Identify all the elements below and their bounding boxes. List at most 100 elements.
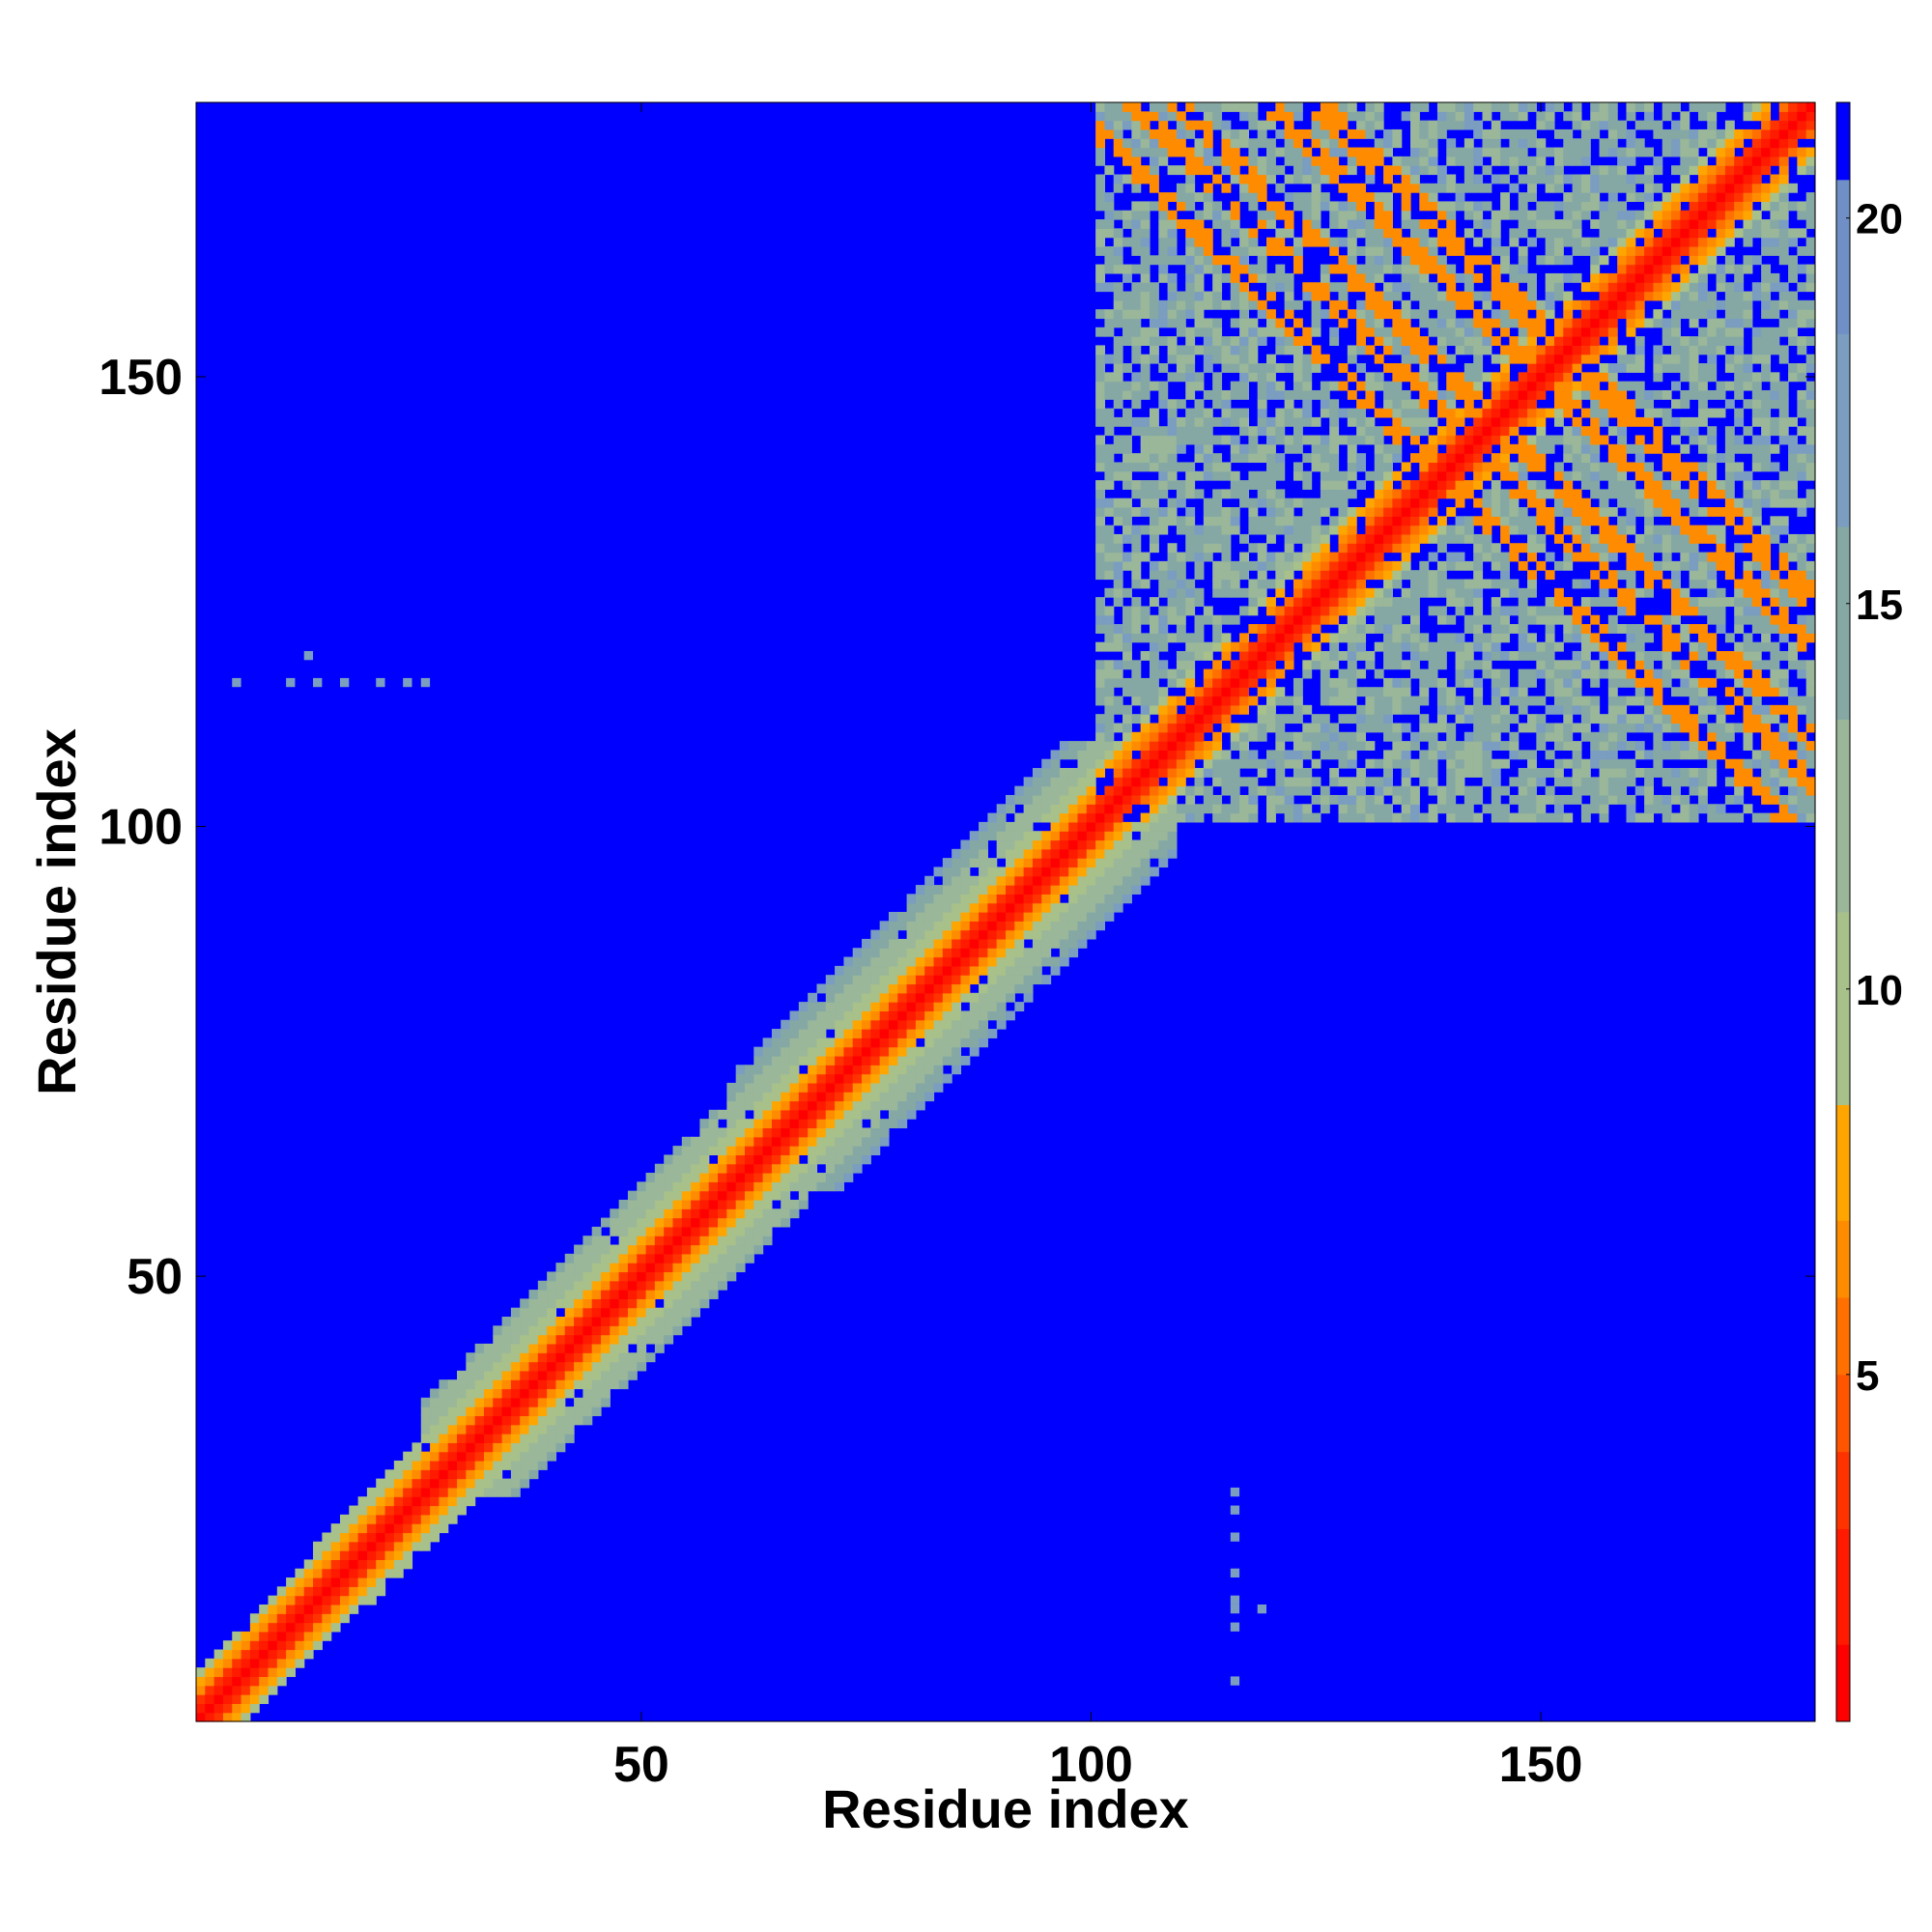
heatmap-cell [564,1406,575,1417]
heatmap-cell [582,1236,593,1246]
heatmap-cell [1410,147,1420,157]
heatmap-cell [1122,650,1132,661]
heatmap-cell [1122,507,1132,517]
heatmap-cell [330,1559,341,1570]
heatmap-cell [1455,533,1465,544]
heatmap-cell [1113,435,1123,445]
heatmap-cell [789,1046,800,1057]
heatmap-cell [969,1002,980,1012]
heatmap-cell [1140,677,1151,688]
heatmap-cell [1050,921,1061,931]
heatmap-cell [1419,318,1430,328]
heatmap-cell [1374,309,1384,320]
heatmap-cell [1006,885,1015,895]
heatmap-cell [1545,570,1555,581]
heatmap-cell [1167,768,1178,778]
heatmap-cell [330,1523,341,1534]
heatmap-cell [1239,723,1249,733]
heatmap-cell [1248,426,1259,437]
heatmap-cell [1383,255,1393,266]
heatmap-cell [1239,336,1249,346]
heatmap-cell [313,1577,323,1587]
heatmap-cell [1545,435,1555,445]
heatmap-cell [1006,858,1015,868]
heatmap-cell [493,1334,503,1345]
heatmap-cell [474,1424,485,1435]
heatmap-cell [862,1002,871,1012]
heatmap-cell [1491,606,1501,616]
heatmap-cell [1436,560,1447,571]
heatmap-cell [1221,299,1232,310]
heatmap-cell [1419,777,1430,787]
heatmap-cell [1086,821,1096,832]
heatmap-cell [1077,885,1088,895]
heatmap-cell [357,1541,368,1551]
heatmap-cell [1410,156,1420,166]
heatmap-cell [1436,525,1447,535]
heatmap-cell [762,1046,773,1057]
heatmap-cell [906,894,917,904]
heatmap-cell [1455,345,1465,355]
heatmap-cell [205,1703,215,1714]
heatmap-cell [1149,543,1159,554]
heatmap-cell [1455,516,1465,526]
heatmap-cell [1239,668,1249,679]
heatmap-cell [1293,363,1303,373]
heatmap-cell [1311,606,1321,616]
heatmap-cell [1536,741,1547,751]
heatmap-cell [1428,291,1438,301]
heatmap-cell [1113,372,1123,383]
heatmap-cell [1553,758,1564,769]
heatmap-cell [952,1002,962,1012]
heatmap-cell [1347,614,1357,625]
heatmap-cell [843,1154,854,1165]
heatmap-cell [610,1379,620,1390]
heatmap-cell [852,992,863,1003]
heatmap-cell [430,1505,440,1516]
heatmap-cell [1536,299,1547,310]
heatmap-cell [1194,165,1205,176]
heatmap-cell [1140,489,1151,499]
heatmap-cell [1500,497,1511,508]
heatmap-cell [699,1217,710,1228]
heatmap-cell [1518,704,1528,715]
heatmap-cell [1365,228,1376,239]
heatmap-cell [1356,128,1367,139]
heatmap-cell [1455,489,1465,499]
heatmap-cell [1113,704,1123,715]
heatmap-cell [1311,533,1321,544]
heatmap-cell [691,1263,701,1273]
heatmap-cell [1536,363,1547,373]
heatmap-cell [276,1640,287,1651]
heatmap-cell [1311,138,1321,149]
heatmap-cell [1113,255,1123,266]
heatmap-cell [1463,812,1474,823]
heatmap-cell [1329,723,1340,733]
heatmap-cell [1266,533,1276,544]
heatmap-cell [1419,633,1430,643]
heatmap-cell [979,1029,988,1038]
heatmap-cell [1491,777,1501,787]
heatmap-cell [1374,804,1384,814]
heatmap-cell [574,1290,583,1299]
heatmap-cell [1482,714,1492,724]
heatmap-cell [1410,497,1420,508]
heatmap-cell [1365,255,1376,266]
heatmap-cell [1518,516,1528,526]
heatmap-cell [439,1514,449,1524]
heatmap-cell [1302,372,1313,383]
heatmap-cell [1518,102,1528,112]
heatmap-cell [1347,812,1357,823]
heatmap-cell [1230,777,1240,787]
heatmap-cell [1149,777,1159,787]
heatmap-cell [403,1496,413,1507]
heatmap-cell [1113,533,1123,544]
heatmap-cell [1221,489,1232,499]
heatmap-cell [457,1388,467,1399]
heatmap-cell [564,1415,575,1426]
heatmap-cell [960,1010,971,1021]
heatmap-cell [1509,210,1520,220]
heatmap-cell [1392,794,1403,805]
heatmap-cell [232,1631,242,1641]
heatmap-cell [1113,785,1123,796]
